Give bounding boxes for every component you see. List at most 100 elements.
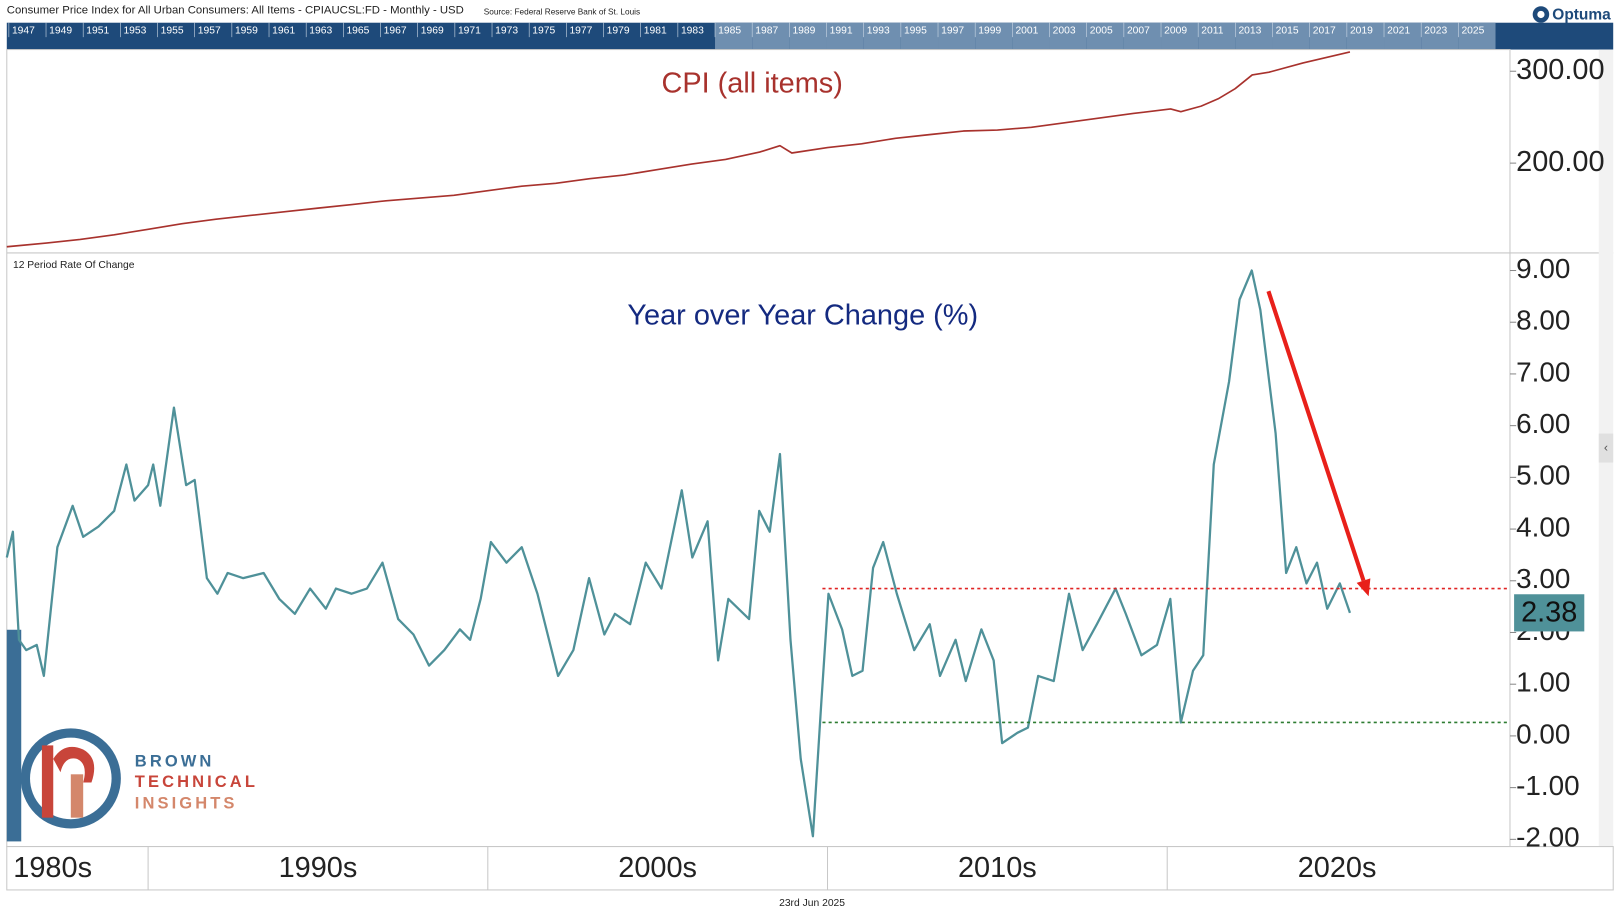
timeline-year: 1967 <box>384 26 407 37</box>
timeline-year: 1995 <box>904 26 927 37</box>
timeline-year: 1965 <box>346 26 369 37</box>
timeline-window <box>1421 22 1459 50</box>
footer-date: 23rd Jun 2025 <box>779 898 845 909</box>
logo: BROWN TECHNICAL INSIGHTS <box>6 629 258 842</box>
collapse-button[interactable] <box>1598 433 1614 463</box>
timeline-year: 1993 <box>867 26 890 37</box>
timeline-window <box>1309 22 1347 50</box>
timeline-window <box>1086 22 1124 50</box>
timeline-window <box>1272 22 1310 50</box>
decade-label: 2010s <box>958 852 1037 884</box>
collapse-icon: ‹ <box>1604 440 1608 454</box>
y-tick-label: 8.00 <box>1516 305 1570 336</box>
timeline-year: 2023 <box>1424 26 1447 37</box>
timeline-year: 1955 <box>161 26 184 37</box>
timeline-year: 1959 <box>235 26 258 37</box>
timeline-year: 2013 <box>1238 26 1261 37</box>
logo-ring <box>20 728 121 829</box>
timeline-year: 1997 <box>941 26 964 37</box>
timeline-year: 1977 <box>569 26 592 37</box>
timeline-year: 1949 <box>49 26 72 37</box>
timeline-year: 1951 <box>86 26 109 37</box>
x-axis-band <box>6 846 1614 891</box>
timeline-year: 1969 <box>421 26 444 37</box>
timeline-window <box>789 22 827 50</box>
timeline-year: 1987 <box>755 26 778 37</box>
timeline-window <box>1012 22 1050 50</box>
timeline-year: 2021 <box>1387 26 1410 37</box>
brand-name: Optuma <box>1552 7 1611 24</box>
timeline-window <box>826 22 864 50</box>
y-tick-label: 9.00 <box>1516 253 1570 284</box>
y-tick-label: 3.00 <box>1516 563 1570 594</box>
y-tick-label: 7.00 <box>1516 356 1570 387</box>
timeline-year: 2007 <box>1127 26 1150 37</box>
logo-stem <box>41 745 54 818</box>
timeline-window <box>863 22 901 50</box>
data-line <box>6 51 1351 248</box>
logo-text: BROWN <box>135 752 215 770</box>
timeline-year: 1991 <box>830 26 853 37</box>
y-tick-label: 0.00 <box>1516 718 1570 749</box>
y-tick-label: 6.00 <box>1516 408 1570 439</box>
timeline-year: 2003 <box>1053 26 1076 37</box>
y-tick-label: 5.00 <box>1516 460 1570 491</box>
annotation-arrow <box>1266 290 1366 582</box>
lower-title: Year over Year Change (%) <box>627 300 978 332</box>
timeline-year: 1971 <box>458 26 481 37</box>
timeline-year: 1975 <box>532 26 555 37</box>
timeline-window <box>900 22 939 50</box>
timeline-window <box>1123 22 1162 50</box>
last-value-badge <box>1514 594 1585 632</box>
logo-text: INSIGHTS <box>135 795 238 813</box>
timeline-year: 1999 <box>978 26 1001 37</box>
decade-label: 1990s <box>279 852 358 884</box>
timeline-window <box>1049 22 1087 50</box>
timeline-year: 1953 <box>123 26 146 37</box>
last-value-label: 2.38 <box>1521 597 1577 629</box>
y-tick-label: 300.00 <box>1516 54 1604 86</box>
decade-label: 2020s <box>1298 852 1377 884</box>
arrow-head <box>1356 578 1371 597</box>
y-tick-label: 200.00 <box>1516 146 1604 178</box>
timeline-year: 1989 <box>792 26 815 37</box>
y-tick-label: 4.00 <box>1516 511 1570 542</box>
timeline-year: 1947 <box>12 26 35 37</box>
timeline-year: 2009 <box>1164 26 1187 37</box>
upper-title: CPI (all items) <box>661 67 842 99</box>
y-tick-label: -2.00 <box>1516 822 1580 853</box>
timeline-year: 2015 <box>1276 26 1299 37</box>
timeline-year: 1957 <box>198 26 221 37</box>
decade-label: 1980s <box>13 852 92 884</box>
timeline-window <box>1161 22 1199 50</box>
timeline-year: 1985 <box>718 26 741 37</box>
timeline-window <box>1384 22 1422 50</box>
timeline-year: 1961 <box>272 26 295 37</box>
indicator-name: 12 Period Rate Of Change <box>13 260 135 271</box>
timeline-window <box>975 22 1013 50</box>
timeline-year: 2025 <box>1461 26 1484 37</box>
timeline-window <box>1235 22 1273 50</box>
timeline-year: 2019 <box>1350 26 1373 37</box>
timeline-window <box>715 22 753 50</box>
timeline-window <box>938 22 976 50</box>
logo-bar <box>6 629 22 842</box>
timeline-window <box>1198 22 1236 50</box>
timeline-year: 2011 <box>1201 26 1223 37</box>
timeline: 1947 1949 1951 1953 1955 1957 1959 1961 1963 1965… <box>8 22 1496 50</box>
timeline-year: 1973 <box>495 26 518 37</box>
logo-arc <box>53 746 95 783</box>
timeline-window <box>752 22 790 50</box>
brand-logo[interactable]: Optuma <box>1532 6 1611 24</box>
header-title: Consumer Price Index for All Urban Consu… <box>7 4 464 16</box>
header-source: Source: Federal Reserve Bank of St. Loui… <box>484 8 640 17</box>
timeline-year: 2005 <box>1090 26 1113 37</box>
timeline-year: 1983 <box>681 26 704 37</box>
logo-text: TECHNICAL <box>135 773 258 791</box>
timeline-year: 1963 <box>309 26 332 37</box>
timeline-window <box>1458 22 1496 50</box>
timeline-window <box>1346 22 1385 50</box>
timeline-year: 2017 <box>1313 26 1336 37</box>
